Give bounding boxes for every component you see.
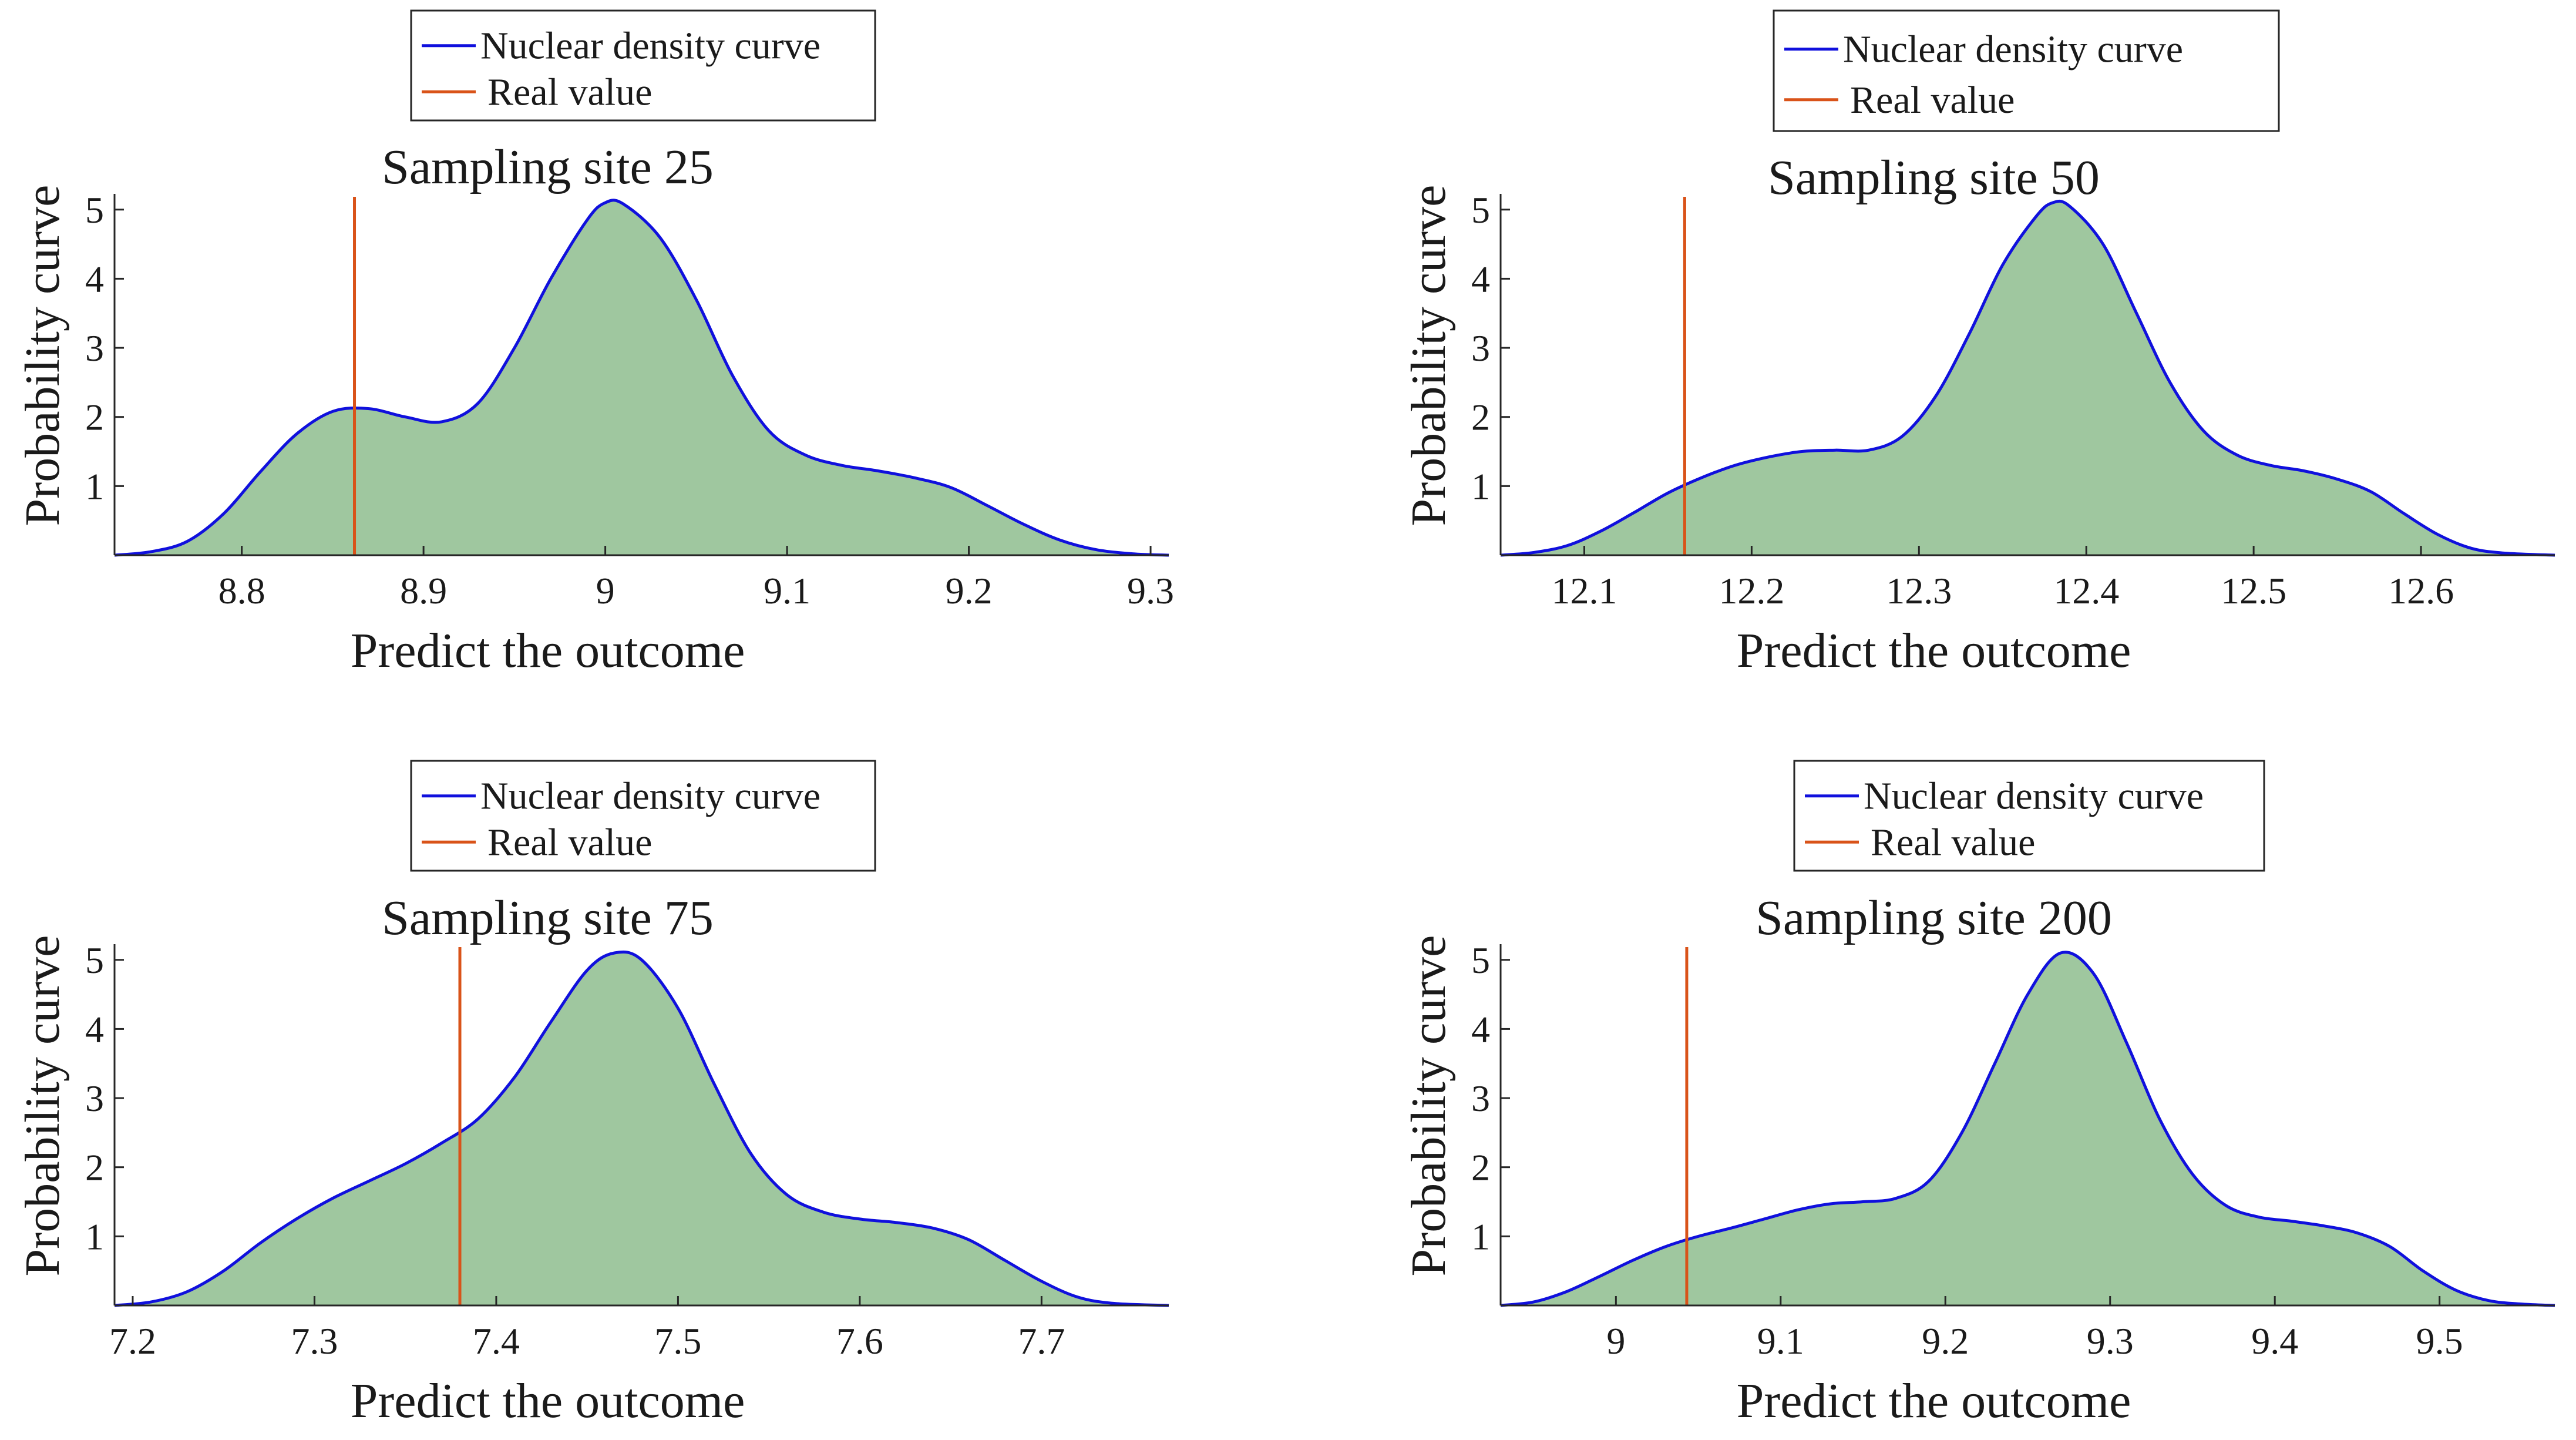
y-tick-label: 1 <box>1471 465 1490 507</box>
y-tick-label: 5 <box>85 939 104 981</box>
x-tick-label: 9.1 <box>1757 1320 1804 1362</box>
x-tick-label: 9.3 <box>1127 570 1174 612</box>
y-tick-label: 2 <box>85 397 104 438</box>
y-tick-label: 3 <box>1471 1078 1490 1119</box>
x-tick-label: 7.7 <box>1018 1320 1065 1362</box>
density-curve <box>1500 199 2555 557</box>
x-tick-label: 9.2 <box>946 570 993 612</box>
legend-box <box>1773 9 2280 132</box>
x-tick-label: 8.8 <box>218 570 265 612</box>
chart-panel-2: 12.1 12.2 12.3 12.4 12.5 12.6 1 2 3 4 5 Predict the… <box>1401 9 2555 678</box>
x-tick-label: 9.5 <box>2416 1320 2463 1362</box>
x-tick-label: 7.3 <box>291 1320 338 1362</box>
y-axis-label: Probability curve <box>15 935 70 1277</box>
x-tick-label: 12.2 <box>1719 570 1784 612</box>
y-tick-label: 3 <box>85 327 104 369</box>
y-tick-label: 4 <box>85 1008 104 1050</box>
chart-title: Sampling site 50 <box>1768 150 2100 205</box>
y-tick-label: 2 <box>1471 1147 1490 1189</box>
y-tick-label: 5 <box>1471 939 1490 981</box>
x-tick-label: 12.5 <box>2221 570 2286 612</box>
y-tick-label: 3 <box>1471 327 1490 369</box>
legend-box <box>410 9 876 122</box>
chart-panel-1: 8.8 8.9 9 9.1 9.2 9.3 1 2 3 4 5 Predict the outcome… <box>15 9 1174 678</box>
x-tick-label: 8.9 <box>400 570 447 612</box>
y-tick-label: 5 <box>1471 189 1490 231</box>
x-tick-label: 7.6 <box>836 1320 883 1362</box>
x-tick-label: 9 <box>1606 1320 1625 1362</box>
chart-title: Sampling site 75 <box>382 891 714 945</box>
density-area <box>1501 952 2555 1305</box>
chart-panel-4: 9 9.1 9.2 9.3 9.4 9.5 1 2 3 4 5 Predict the outcome… <box>1401 760 2555 1428</box>
legend: Nuclear density curve Real value <box>1773 9 2280 132</box>
x-tick-label: 9.1 <box>764 570 811 612</box>
legend-density-label: Nuclear density curve <box>480 775 820 818</box>
density-curve <box>114 950 1169 1307</box>
y-tick-label: 4 <box>1471 1008 1490 1050</box>
y-tick-label: 1 <box>85 1216 104 1257</box>
y-tick-label: 5 <box>85 189 104 231</box>
legend-real-label: Real value <box>487 71 652 113</box>
x-tick-label: 7.4 <box>473 1320 520 1362</box>
x-tick-label: 12.1 <box>1551 570 1617 612</box>
x-axis-label: Predict the outcome <box>1737 623 2131 678</box>
chart-title: Sampling site 25 <box>382 140 714 194</box>
legend-density-label: Nuclear density curve <box>1864 775 2204 818</box>
y-tick-label: 4 <box>85 258 104 300</box>
x-tick-label: 7.2 <box>109 1320 156 1362</box>
y-axis-label: Probability curve <box>1401 185 1456 526</box>
x-tick-label: 9.3 <box>2087 1320 2134 1362</box>
x-tick-label: 9.4 <box>2251 1320 2298 1362</box>
x-tick-label: 9 <box>596 570 615 612</box>
x-axis-label: Predict the outcome <box>351 1374 745 1428</box>
chart-title: Sampling site 200 <box>1756 891 2112 945</box>
legend-box <box>1793 760 2265 872</box>
legend-density-label: Nuclear density curve <box>480 25 820 68</box>
y-tick-label: 1 <box>85 465 104 507</box>
y-tick-label: 4 <box>1471 258 1490 300</box>
legend-box <box>410 760 876 872</box>
legend-density-label: Nuclear density curve <box>1843 28 2183 71</box>
density-curve <box>1500 951 2555 1307</box>
legend-real-label: Real value <box>1850 79 2015 122</box>
chart-panel-3: 7.2 7.3 7.4 7.5 7.6 7.7 1 2 3 4 5 Predict the outco… <box>15 760 1169 1428</box>
y-tick-label: 1 <box>1471 1216 1490 1257</box>
legend-real-label: Real value <box>487 821 652 864</box>
y-axis-label: Probability curve <box>15 185 70 526</box>
x-axis-label: Predict the outcome <box>351 623 745 678</box>
y-tick-label: 2 <box>85 1147 104 1189</box>
y-tick-label: 3 <box>85 1078 104 1119</box>
y-tick-label: 2 <box>1471 397 1490 438</box>
x-axis-label: Predict the outcome <box>1737 1374 2131 1428</box>
density-area <box>1501 201 2555 555</box>
density-curve <box>114 199 1169 557</box>
x-tick-label: 9.2 <box>1922 1320 1969 1362</box>
x-tick-label: 7.5 <box>654 1320 701 1362</box>
y-axis-label: Probability curve <box>1401 935 1456 1277</box>
density-area <box>115 200 1169 555</box>
density-area <box>115 952 1169 1305</box>
x-tick-label: 12.6 <box>2388 570 2454 612</box>
x-tick-label: 12.3 <box>1886 570 1952 612</box>
legend-real-label: Real value <box>1871 821 2035 864</box>
x-tick-label: 12.4 <box>2053 570 2119 612</box>
